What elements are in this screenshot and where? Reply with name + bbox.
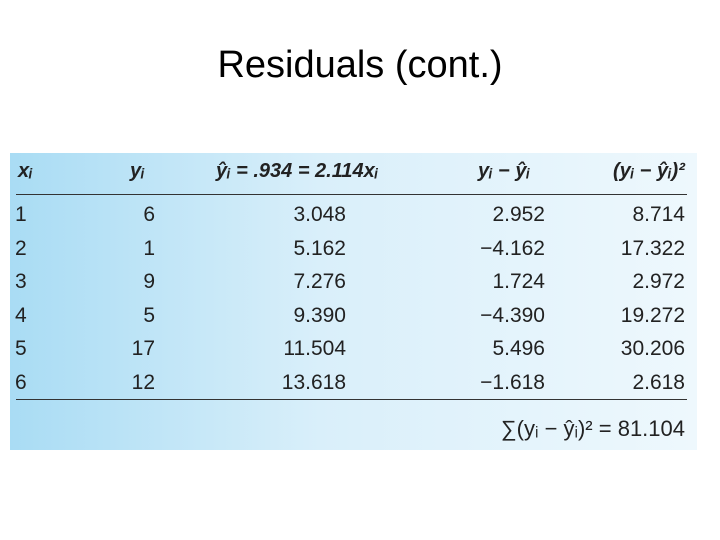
column-header: xᵢ [18, 160, 33, 182]
table-cell: 5 [15, 337, 27, 360]
table-cell: 17 [131, 337, 155, 360]
table-cell: −4.390 [480, 303, 545, 327]
table-cell: 12 [131, 370, 155, 394]
sum-total: ∑(yᵢ − ŷᵢ)² = 81.104 [500, 416, 685, 441]
table-cell: 13.618 [281, 370, 346, 394]
column-header: ŷᵢ = .934 = 2.114xᵢ [216, 160, 379, 182]
table-cell: 1 [143, 236, 155, 260]
table-cell: −1.618 [480, 370, 545, 394]
table-cell: 6 [15, 370, 27, 394]
table-cell: 5.162 [293, 236, 346, 260]
table-cell: 9 [143, 270, 155, 293]
table-cell: 5.496 [492, 337, 545, 360]
table-cell: 2 [15, 236, 27, 260]
table-panel: xᵢ yᵢ ŷᵢ = .934 = 2.114xᵢ yᵢ − ŷᵢ (yᵢ − ŷᵢ)²… [10, 153, 697, 450]
table-cell: 30.206 [620, 337, 685, 360]
table-cell: 1 [15, 203, 27, 226]
table-cell: 7.276 [293, 270, 346, 293]
table-cell: 11.504 [283, 337, 346, 360]
table-cell: 5 [143, 303, 155, 327]
table-cell: 9.390 [293, 303, 346, 327]
table-cell: 8.714 [632, 203, 685, 226]
table-cell: 3.048 [293, 203, 346, 226]
table-cell: 2.618 [632, 370, 685, 394]
table-cell: 2.972 [632, 270, 685, 293]
column-header: (yᵢ − ŷᵢ)² [613, 160, 685, 182]
slide-title: Residuals (cont.) [217, 44, 503, 86]
column-header: yᵢ − ŷᵢ [478, 160, 530, 182]
table-cell: 4 [15, 303, 27, 327]
table-cell: 6 [143, 203, 155, 226]
table-cell: 3 [15, 270, 27, 293]
table-cell: −4.162 [480, 236, 545, 260]
table-cell: 2.952 [492, 203, 545, 226]
table-cell: 1.724 [492, 270, 545, 293]
table-cell: 19.272 [620, 303, 685, 327]
header-rule [16, 194, 687, 195]
footer-rule [16, 399, 687, 400]
column-header: yᵢ [130, 160, 145, 182]
table-cell: 17.322 [620, 236, 685, 260]
